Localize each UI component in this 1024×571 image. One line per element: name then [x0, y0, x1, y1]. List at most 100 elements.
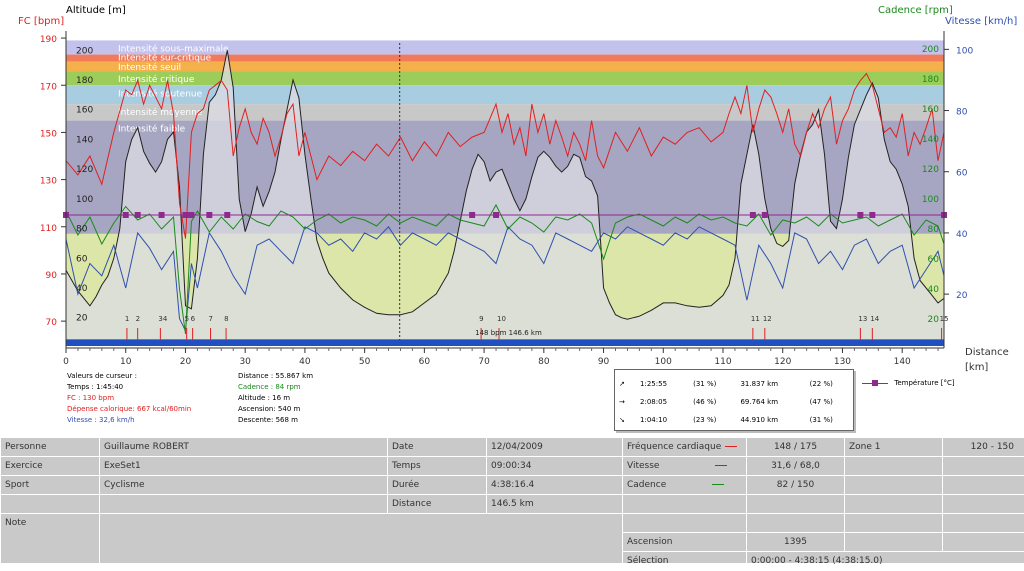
- lap-label: 5: [185, 315, 189, 323]
- zone-label: Intensité moyenne: [118, 107, 203, 118]
- altitude-tick-label: 40: [76, 284, 88, 294]
- personne-value[interactable]: Guillaume ROBERT: [100, 438, 388, 457]
- temperature-point: [469, 212, 475, 218]
- lap-label: 14: [870, 315, 879, 323]
- cadence-tick-label: 60: [928, 255, 940, 265]
- empty-cell: [845, 457, 943, 476]
- x-tick-label: 70: [478, 357, 490, 367]
- lap-label: 9: [479, 315, 483, 323]
- empty-cell: [845, 495, 943, 514]
- x-tick-label: 120: [774, 357, 791, 367]
- fc-label-text: Fréquence cardiaque: [627, 442, 721, 452]
- temperature-legend-label: Température [°C]: [894, 379, 954, 387]
- sport-value[interactable]: Cyclisme: [100, 476, 388, 495]
- x-tick-label: 80: [538, 357, 550, 367]
- info-row-5: Note: [1, 514, 1024, 533]
- zone-label: Intensité seuil: [118, 62, 181, 73]
- lap-label: 6: [191, 315, 196, 323]
- cadence-tick-label: 160: [922, 105, 939, 115]
- ascension-value: 1395: [747, 533, 845, 552]
- temperature-point: [206, 212, 212, 218]
- temperature-point: [762, 212, 768, 218]
- vitesse-tick-label: 40: [956, 230, 968, 240]
- vitesse-tick-label: 80: [956, 108, 968, 118]
- vitesse-label: Vitesse: [623, 457, 747, 476]
- note-value[interactable]: [100, 514, 623, 571]
- temperature-legend: Température [°C]: [862, 379, 955, 387]
- vitesse-swatch: [715, 465, 727, 466]
- temperature-point: [135, 212, 141, 218]
- empty-cell: [943, 457, 1024, 476]
- altitude-tick-label: 120: [76, 165, 93, 175]
- lap-label: 34: [158, 315, 167, 323]
- duree-label: Durée: [388, 476, 487, 495]
- cursor-title: Valeurs de curseur :: [67, 371, 191, 382]
- empty-cell: [845, 514, 943, 533]
- arrow-down-right-icon: ↘: [615, 411, 636, 429]
- distance-value: 146.5 km: [487, 495, 623, 514]
- lap-label: 8: [224, 315, 228, 323]
- vitesse-label-text: Vitesse: [627, 461, 659, 471]
- cursor-depense: Dépense calorique: 667 kcal/60min: [67, 404, 191, 415]
- cursor-temps: Temps : 1:45:40: [67, 382, 191, 393]
- temperature-point: [869, 212, 875, 218]
- lap-label: 11: [751, 315, 760, 323]
- zone-label: Intensité critique: [118, 74, 195, 85]
- x-tick-label: 50: [359, 357, 371, 367]
- exercice-value[interactable]: ExeSet1: [100, 457, 388, 476]
- zone-label: Intensité sur-critique: [118, 53, 212, 64]
- info-row-2: Exercice ExeSet1 Temps 09:00:34 Vitesse …: [1, 457, 1024, 476]
- cadence-tick-label: 180: [922, 75, 939, 85]
- x-tick-label: 30: [239, 357, 251, 367]
- temperature-point: [857, 212, 863, 218]
- lap-label: 1: [125, 315, 129, 323]
- split-time: 2:08:05: [636, 393, 689, 411]
- altitude-tick-label: 200: [76, 46, 93, 56]
- zone-label: Intensité faible: [118, 124, 186, 135]
- split-distance: 69.764 km: [736, 393, 805, 411]
- x-tick-label: 140: [894, 357, 911, 367]
- legend-line-icon: [878, 383, 888, 384]
- cursor-descente: Descente: 568 m: [238, 415, 313, 426]
- x-tick-label: 90: [598, 357, 610, 367]
- temperature-point: [123, 212, 129, 218]
- distance-label: Distance: [388, 495, 487, 514]
- empty-cell: [747, 495, 845, 514]
- selection-label: Sélection: [623, 552, 747, 571]
- vitesse-axis-title: Vitesse [km/h]: [945, 16, 1017, 27]
- split-time-pct: (23 %): [689, 411, 736, 429]
- empty-cell: [943, 514, 1024, 533]
- altitude-axis-title: Altitude [m]: [66, 5, 126, 16]
- info-row-1: Personne Guillaume ROBERT Date 12/04/200…: [1, 438, 1024, 457]
- cursor-readout: 148 bpm 146.6 km: [475, 329, 542, 337]
- x-tick-label: 60: [419, 357, 431, 367]
- temperature-point: [750, 212, 756, 218]
- split-time: 1:04:10: [636, 411, 689, 429]
- cadence-tick-label: 140: [922, 135, 939, 145]
- split-time-pct: (46 %): [689, 393, 736, 411]
- temps-label: Temps: [388, 457, 487, 476]
- empty-cell: [845, 476, 943, 495]
- info-panel: Personne Guillaume ROBERT Date 12/04/200…: [0, 437, 1024, 563]
- slope-splits-panel: ↗ 1:25:55 (31 %) 31.837 km (22 %) → 2:08…: [614, 369, 854, 431]
- altitude-tick-label: 100: [76, 195, 93, 205]
- fc-tick-label: 90: [46, 271, 58, 281]
- empty-cell: [1, 495, 100, 514]
- split-distance-pct: (47 %): [806, 393, 853, 411]
- fc-axis-title: FC [bpm]: [18, 16, 64, 27]
- cadence-label: Cadence: [623, 476, 747, 495]
- cadence-tick-label: 100: [922, 195, 939, 205]
- info-row-4: Distance 146.5 km: [1, 495, 1024, 514]
- cadence-axis-title: Cadence [rpm]: [878, 5, 953, 16]
- fc-tick-label: 150: [40, 129, 57, 139]
- cadence-swatch: [712, 484, 724, 485]
- cadence-value: 82 / 150: [747, 476, 845, 495]
- empty-cell: [943, 495, 1024, 514]
- x-tick-label: 0: [63, 357, 69, 367]
- selection-value: 0:00:00 - 4:38:15 (4:38:15.0): [747, 552, 1024, 571]
- empty-cell: [943, 533, 1024, 552]
- vitesse-tick-label: 100: [956, 46, 973, 56]
- altitude-tick-label: 140: [76, 135, 93, 145]
- lap-label: 13: [858, 315, 867, 323]
